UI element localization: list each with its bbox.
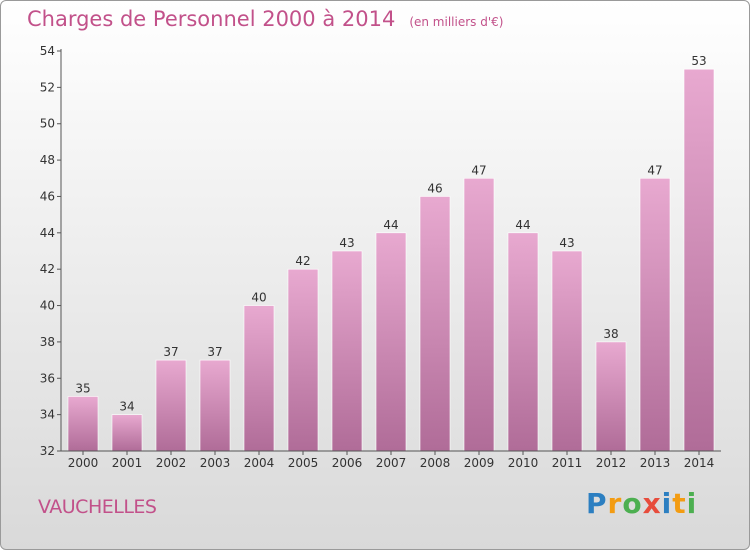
bar [551, 250, 583, 452]
y-tick-label: 36 [40, 371, 55, 385]
x-tick-label: 2000 [68, 456, 99, 470]
bar [419, 196, 451, 452]
y-tick-label: 42 [40, 262, 55, 276]
bar [111, 414, 143, 452]
bar [639, 177, 671, 452]
x-tick-label: 2013 [640, 456, 671, 470]
data-label: 42 [295, 254, 310, 268]
data-label: 43 [559, 236, 574, 250]
data-label: 43 [339, 236, 354, 250]
x-tick-label: 2008 [420, 456, 451, 470]
x-tick-label: 2014 [684, 456, 715, 470]
y-tick-label: 52 [40, 80, 55, 94]
y-tick-label: 50 [40, 117, 55, 131]
data-label: 46 [427, 181, 442, 195]
y-tick-label: 40 [40, 299, 55, 313]
x-tick-label: 2009 [464, 456, 495, 470]
bar [595, 341, 627, 452]
data-label: 35 [75, 381, 90, 395]
x-tick-label: 2012 [596, 456, 627, 470]
logo-letter: o [622, 487, 643, 520]
y-tick-label: 54 [40, 44, 55, 58]
y-tick-label: 46 [40, 189, 55, 203]
data-label: 47 [471, 163, 486, 177]
bar [463, 177, 495, 452]
bar [155, 359, 187, 452]
bar [287, 268, 319, 452]
y-tick-label: 44 [40, 226, 55, 240]
x-tick-label: 2004 [244, 456, 275, 470]
bar [199, 359, 231, 452]
axes-group: 32 34 36 38 40 42 44 46 48 50 52 54 2000 2001 2002 2003… [40, 44, 721, 470]
logo-letter: r [607, 487, 623, 520]
logo-letter: P [586, 487, 608, 520]
y-tick-label: 48 [40, 153, 55, 167]
proxiti-logo: Proxiti [586, 487, 697, 520]
title-text: Charges de Personnel 2000 à 2014 [27, 7, 396, 31]
data-label: 47 [647, 163, 662, 177]
x-tick-label: 2011 [552, 456, 583, 470]
chart-title: Charges de Personnel 2000 à 2014 (en mill… [27, 7, 503, 31]
y-tick-label: 32 [40, 444, 55, 458]
data-label: 53 [691, 54, 706, 68]
data-label: 37 [163, 345, 178, 359]
bar [507, 232, 539, 452]
x-tick-label: 2005 [288, 456, 319, 470]
commune-name: VAUCHELLES [38, 496, 157, 518]
y-tick-label: 38 [40, 335, 55, 349]
logo-letter: i [661, 487, 673, 520]
x-tick-label: 2006 [332, 456, 363, 470]
bars-group: 35 34 37 37 40 42 43 44 46 47 44 43 38 47 53 [67, 54, 715, 452]
data-label: 40 [251, 291, 266, 305]
x-tick-label: 2001 [112, 456, 143, 470]
logo-letter: x [642, 487, 662, 520]
bar [331, 250, 363, 452]
data-label: 44 [383, 218, 398, 232]
y-tick-label: 34 [40, 408, 55, 422]
logo-letter: i [686, 487, 698, 520]
bar [67, 396, 99, 452]
data-label: 38 [603, 327, 618, 341]
bar [243, 305, 275, 452]
bar [375, 232, 407, 452]
x-tick-label: 2003 [200, 456, 231, 470]
bar [683, 68, 715, 452]
x-tick-label: 2007 [376, 456, 407, 470]
x-tick-label: 2010 [508, 456, 539, 470]
data-label: 34 [119, 400, 134, 414]
logo-letter: t [672, 487, 687, 520]
x-tick-label: 2002 [156, 456, 187, 470]
data-label: 37 [207, 345, 222, 359]
data-label: 44 [515, 218, 530, 232]
unit-label: (en milliers d'€) [409, 15, 504, 29]
